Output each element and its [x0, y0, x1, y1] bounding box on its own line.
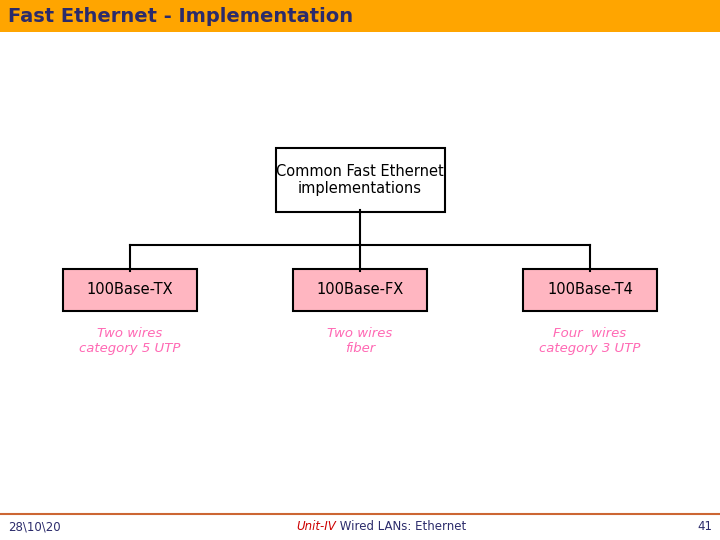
Text: Four  wires
category 3 UTP: Four wires category 3 UTP [539, 327, 641, 355]
Text: Two wires
category 5 UTP: Two wires category 5 UTP [79, 327, 181, 355]
FancyBboxPatch shape [293, 269, 427, 311]
FancyBboxPatch shape [276, 148, 444, 212]
Text: 41: 41 [697, 521, 712, 534]
Text: 100Base-TX: 100Base-TX [86, 282, 174, 298]
FancyBboxPatch shape [63, 269, 197, 311]
FancyBboxPatch shape [523, 269, 657, 311]
Text: 100Base-FX: 100Base-FX [316, 282, 404, 298]
Text: Common Fast Ethernet
implementations: Common Fast Ethernet implementations [276, 164, 444, 196]
Text: 100Base-T4: 100Base-T4 [547, 282, 633, 298]
Text: Two wires
fiber: Two wires fiber [328, 327, 392, 355]
Bar [0, 0, 720, 32]
Text: 28\10\20: 28\10\20 [8, 521, 60, 534]
Text: Wired LANs: Ethernet: Wired LANs: Ethernet [336, 521, 467, 534]
Text: Fast Ethernet - Implementation: Fast Ethernet - Implementation [8, 6, 353, 25]
Text: Unit-IV: Unit-IV [296, 521, 336, 534]
